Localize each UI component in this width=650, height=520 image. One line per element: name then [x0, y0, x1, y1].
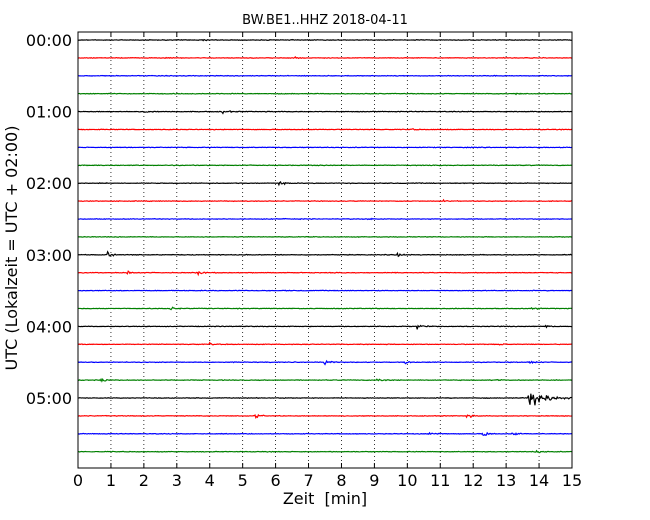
- x-tick-label: 12: [463, 471, 483, 490]
- plot-frame: [77, 31, 573, 469]
- x-tick-label: 2: [139, 471, 149, 490]
- seismic-trace: [77, 164, 572, 167]
- y-tick-label: 01:00: [26, 103, 72, 122]
- seismic-trace: [77, 413, 573, 420]
- seismic-trace: [77, 306, 573, 311]
- x-axis-label: Zeit [min]: [283, 489, 367, 508]
- seismic-trace: [77, 324, 573, 330]
- seismic-trace: [77, 180, 573, 187]
- x-tick-label: 8: [336, 471, 346, 490]
- seismic-trace: [77, 55, 573, 60]
- seismic-trace: [77, 449, 573, 454]
- seismic-trace: [77, 217, 573, 221]
- x-tick-label: 0: [73, 471, 83, 490]
- x-tick-label: 6: [271, 471, 281, 490]
- y-tick-label: 05:00: [26, 389, 72, 408]
- seismic-trace: [77, 341, 573, 346]
- seismic-trace: [77, 359, 573, 366]
- trace-group: [77, 38, 573, 454]
- x-tick-label: 14: [529, 471, 549, 490]
- seismic-trace: [77, 146, 573, 149]
- x-tick-label: 10: [397, 471, 417, 490]
- y-tick-label: 00:00: [26, 31, 72, 50]
- seismic-trace: [77, 92, 573, 96]
- x-tick-label: 3: [172, 471, 182, 490]
- x-tick-label: 9: [369, 471, 379, 490]
- seismic-trace: [77, 235, 573, 238]
- seismic-trace: [77, 74, 573, 77]
- x-tick-label: 13: [496, 471, 516, 490]
- x-tick-label: 15: [562, 471, 582, 490]
- x-tick-label: 11: [430, 471, 450, 490]
- x-axis: 0 1 2 3 4 5 6 7 8 9 10 11 12 13 14 15: [73, 32, 582, 490]
- vertical-grid: [110, 32, 540, 468]
- chart-title: BW.BE1..HHZ 2018-04-11: [242, 13, 408, 28]
- seismic-trace: [77, 250, 573, 258]
- seismic-trace: [77, 198, 573, 203]
- seismic-trace: [77, 38, 573, 42]
- x-tick-label: 4: [205, 471, 215, 490]
- seismic-trace: [77, 289, 572, 292]
- seismic-trace: [77, 270, 573, 277]
- x-tick-label: 5: [238, 471, 248, 490]
- seismic-trace: [77, 128, 573, 131]
- seismic-trace: [77, 393, 573, 406]
- x-tick-label: 1: [106, 471, 116, 490]
- y-tick-label: 02:00: [26, 174, 72, 193]
- y-tick-label: 04:00: [26, 317, 72, 336]
- y-axis: 00:00 01:00 02:00 03:00 04:00 05:00: [26, 31, 72, 408]
- y-tick-label: 03:00: [26, 246, 72, 265]
- seismic-trace: [77, 377, 573, 383]
- y-axis-label: UTC (Lokalzeit = UTC + 02:00): [2, 126, 21, 371]
- x-tick-label: 7: [303, 471, 313, 490]
- seismic-trace: [77, 431, 573, 436]
- seismic-trace: [77, 110, 573, 115]
